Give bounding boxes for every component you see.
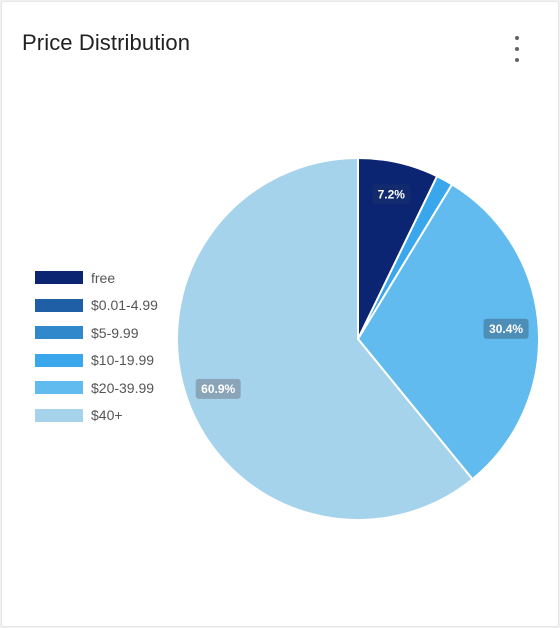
legend-label: $0.01-4.99 bbox=[91, 297, 158, 314]
legend-item[interactable]: $0.01-4.99 bbox=[35, 292, 158, 320]
legend-label: free bbox=[91, 269, 116, 286]
pie-slice[interactable] bbox=[356, 183, 540, 481]
legend-label: $20-39.99 bbox=[91, 379, 155, 396]
legend-item[interactable]: free bbox=[35, 264, 158, 292]
legend-item[interactable]: $10-19.99 bbox=[35, 347, 158, 375]
data-label-bg bbox=[483, 318, 529, 339]
legend-swatch bbox=[35, 271, 83, 285]
data-label: 30.4% bbox=[489, 322, 523, 336]
menu-dot bbox=[515, 36, 519, 40]
legend-swatch bbox=[35, 353, 83, 367]
legend-label: $5-9.99 bbox=[91, 324, 139, 341]
chart-legend: free $0.01-4.99 $5-9.99 $10-19.99 $20-39.99 $… bbox=[35, 264, 158, 429]
legend-item[interactable]: $40+ bbox=[35, 402, 158, 430]
legend-item[interactable]: $20-39.99 bbox=[35, 374, 158, 402]
data-label-bg bbox=[195, 378, 241, 399]
pie-slice[interactable] bbox=[176, 156, 474, 521]
legend-swatch bbox=[35, 326, 83, 340]
card-title: Price Distribution bbox=[22, 30, 191, 55]
legend-swatch bbox=[35, 381, 83, 395]
legend-swatch bbox=[35, 408, 83, 422]
menu-dot bbox=[515, 47, 519, 51]
legend-item[interactable]: $5-9.99 bbox=[35, 319, 158, 347]
data-label: 7.2% bbox=[378, 187, 406, 201]
data-label: 60.9% bbox=[201, 382, 235, 396]
legend-label: $40+ bbox=[91, 407, 123, 424]
legend-swatch bbox=[35, 298, 83, 312]
data-label-bg bbox=[372, 184, 411, 205]
legend-label: $10-19.99 bbox=[91, 352, 155, 369]
menu-dot bbox=[515, 58, 519, 62]
more-vert-icon[interactable] bbox=[508, 36, 526, 62]
